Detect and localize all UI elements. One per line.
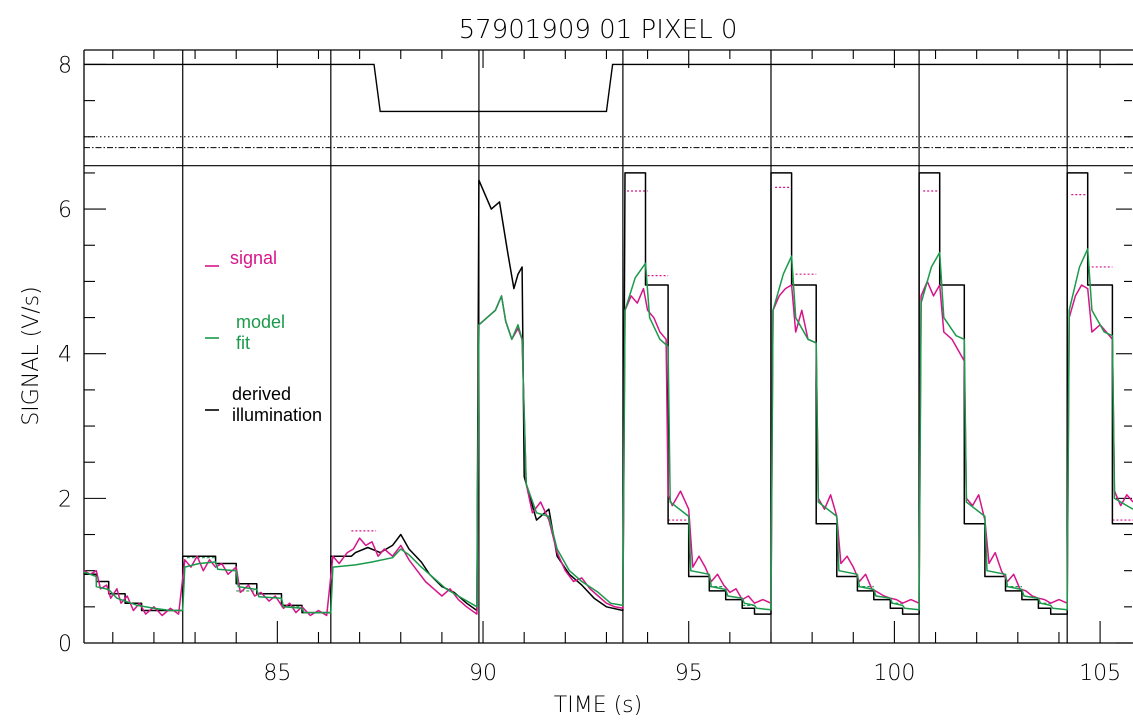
legend-label: derived [232,384,291,404]
y-tick-label: 0 [58,632,72,657]
y-tick-label: 2 [58,487,72,512]
legend-label: signal [230,248,277,268]
legend-label: model [236,312,285,332]
y-tick-label: 4 [58,343,72,368]
plot-area: 0 2 4 6 8 85 90 95 100 105 [58,49,1133,686]
x-axis-title: TIME (s) [554,693,642,718]
y-tick-label: 8 [58,53,72,78]
y-tick-label: 6 [58,198,72,223]
x-tick-label: 100 [873,661,915,686]
x-tick-label: 95 [675,661,703,686]
state-line [84,63,1133,113]
chart-title: 57901909 01 PIXEL 0 [459,15,738,45]
model-fit-series-line [83,248,1133,614]
x-tick-label: 90 [469,661,497,686]
legend-label: illumination [232,405,322,425]
x-tick-label: 105 [1079,661,1121,686]
legend-label: fit [236,333,250,353]
x-tick-label: 85 [263,661,291,686]
y-axis-title: SIGNAL (V/s) [19,286,44,425]
